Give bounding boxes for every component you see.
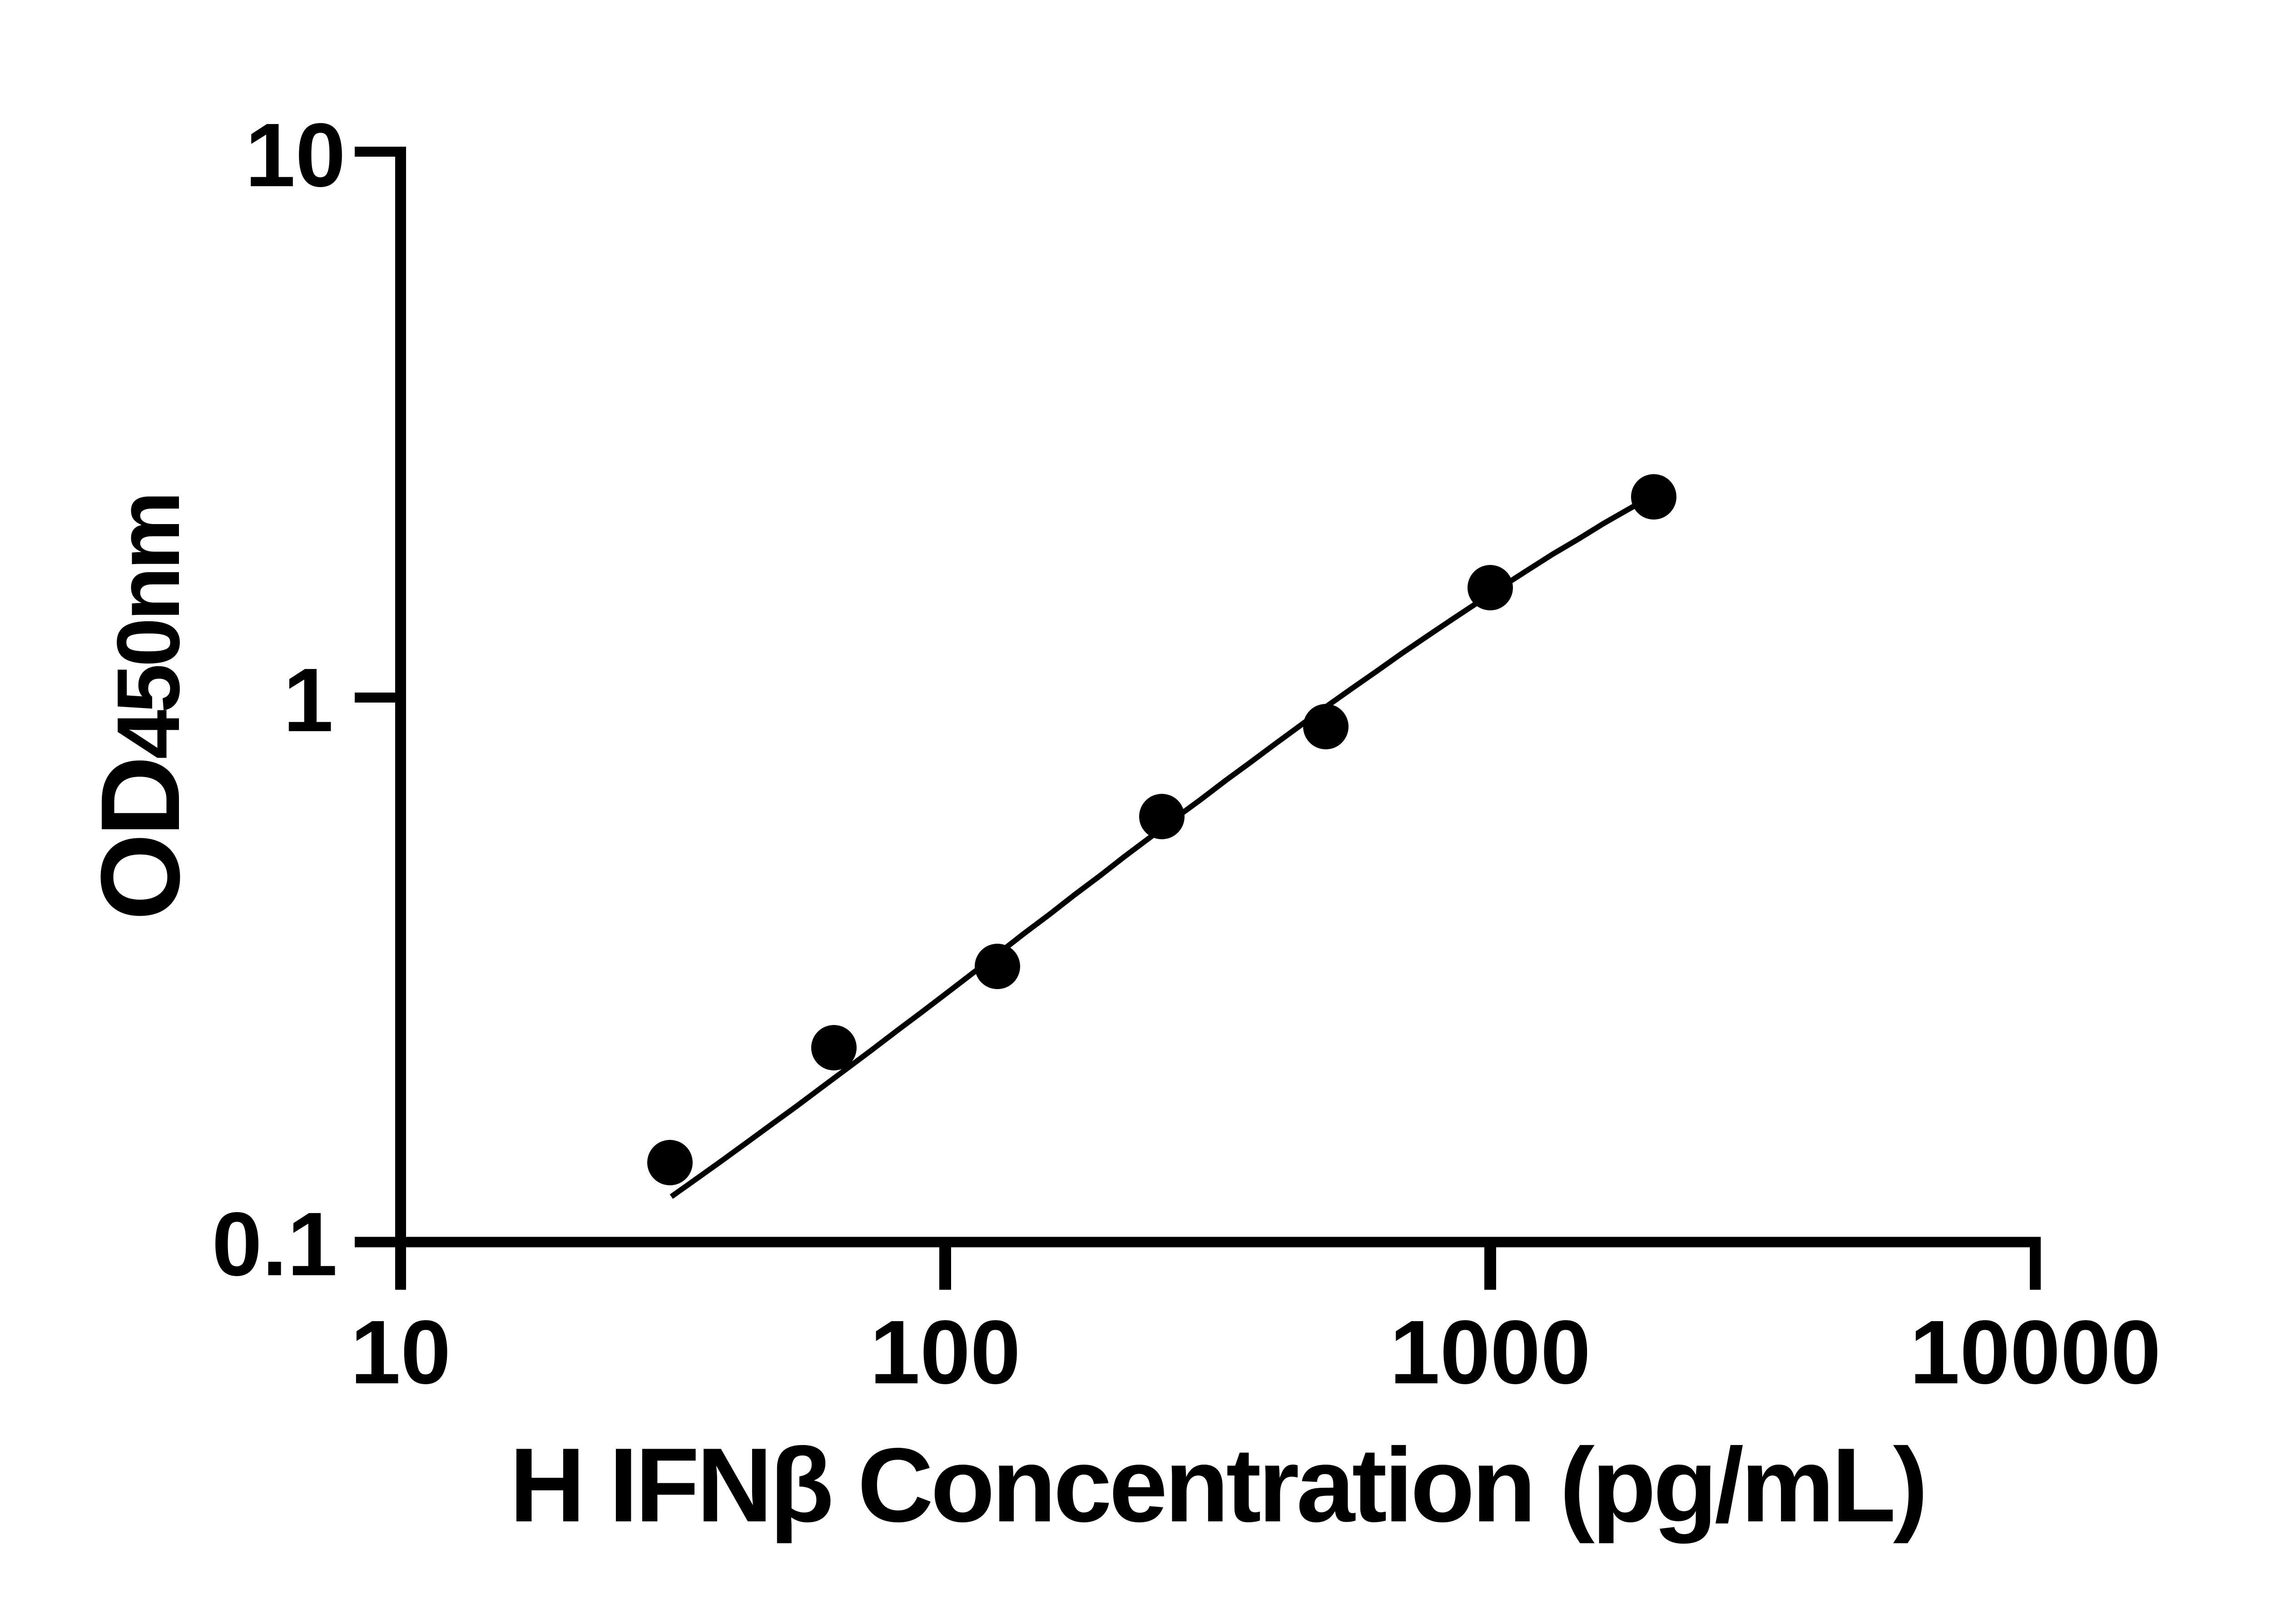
svg-text:1000: 1000 <box>1390 1302 1591 1403</box>
svg-text:10: 10 <box>245 105 346 206</box>
svg-text:10: 10 <box>350 1302 451 1403</box>
svg-text:0.1: 0.1 <box>212 1194 337 1295</box>
svg-text:1: 1 <box>283 650 333 751</box>
svg-text:H IFNβ Concentration (pg/mL): H IFNβ Concentration (pg/mL) <box>509 1426 1925 1544</box>
svg-text:100: 100 <box>870 1302 1021 1403</box>
svg-text:10000: 10000 <box>1909 1302 2161 1403</box>
svg-text:OD450nm: OD450nm <box>78 495 203 921</box>
